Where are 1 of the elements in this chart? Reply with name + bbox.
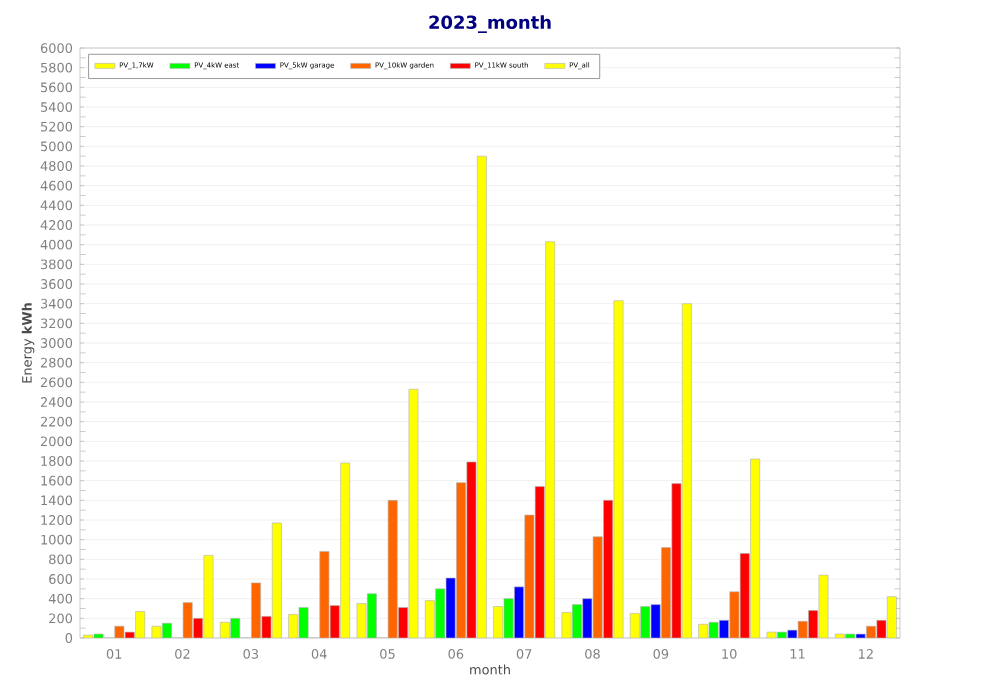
chart-title: 2023_month — [429, 15, 551, 33]
